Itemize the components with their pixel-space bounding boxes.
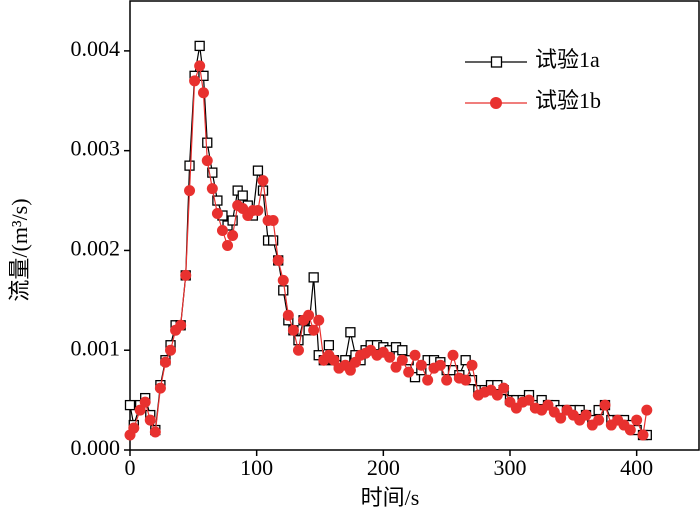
point [523,394,535,406]
point [197,87,209,99]
point [175,319,187,331]
point [593,414,605,426]
point [149,426,161,438]
point [194,40,205,52]
x-tick-label: 300 [494,455,527,480]
x-tick-label: 100 [240,455,273,480]
point [441,374,453,386]
legend-marker [490,97,502,109]
point [287,324,299,336]
point [599,399,611,411]
point [227,229,239,241]
legend-label: 试验1b [535,88,601,113]
point [384,351,396,363]
point [397,345,408,356]
point [134,404,146,416]
point [257,185,269,196]
point [252,165,264,176]
point [194,60,206,72]
point [422,374,434,386]
point [124,399,136,411]
point [498,382,510,394]
point [466,359,478,371]
point [396,354,408,366]
x-tick-label: 0 [125,455,136,480]
point [313,314,325,326]
y-tick-label: 0.004 [71,36,121,61]
point [403,366,415,378]
point [206,183,218,195]
point [227,215,238,226]
point [252,205,264,217]
point [409,349,421,361]
series-line [129,65,648,438]
point [344,364,356,376]
point [267,215,279,227]
y-axis-label: 流量/(m³/s) [7,198,32,301]
point [447,349,459,361]
point [165,344,177,356]
point [580,409,592,421]
point [631,414,643,426]
point [328,354,340,366]
point [308,324,320,336]
point [198,70,209,81]
point [308,272,319,283]
y-tick-label: 0.000 [71,435,121,460]
point [216,224,228,236]
point [282,309,294,321]
point [277,274,289,286]
point [637,429,649,441]
point [303,309,315,321]
point [207,167,218,178]
point [257,175,269,187]
point [159,356,171,368]
point [292,344,304,356]
point [415,359,427,371]
y-tick-label: 0.001 [71,335,121,360]
point [390,361,402,373]
point [144,414,156,426]
plot-frame [129,0,700,451]
point [139,396,151,408]
legend-marker [490,56,503,68]
point [212,195,223,206]
point [267,235,279,246]
point [345,327,356,338]
point [184,160,195,171]
x-tick-label: 400 [620,455,653,480]
point [491,389,503,401]
point [189,75,201,87]
point [202,137,213,148]
point [272,254,284,266]
point [128,422,140,434]
point [624,424,636,436]
point [555,412,567,424]
y-tick-label: 0.002 [71,235,121,260]
point [460,374,472,386]
x-tick-label: 200 [367,455,400,480]
point [184,185,196,197]
point [641,404,653,416]
point [278,285,289,296]
point [222,239,234,251]
point [180,269,192,281]
x-axis-label: 时间/s [361,485,420,510]
point [542,399,554,411]
y-tick-label: 0.003 [71,136,121,161]
point [201,155,213,167]
point [211,208,223,220]
legend-label: 试验1a [535,47,600,72]
point [323,340,335,351]
point [154,382,166,394]
point [434,359,446,371]
point [237,190,248,201]
